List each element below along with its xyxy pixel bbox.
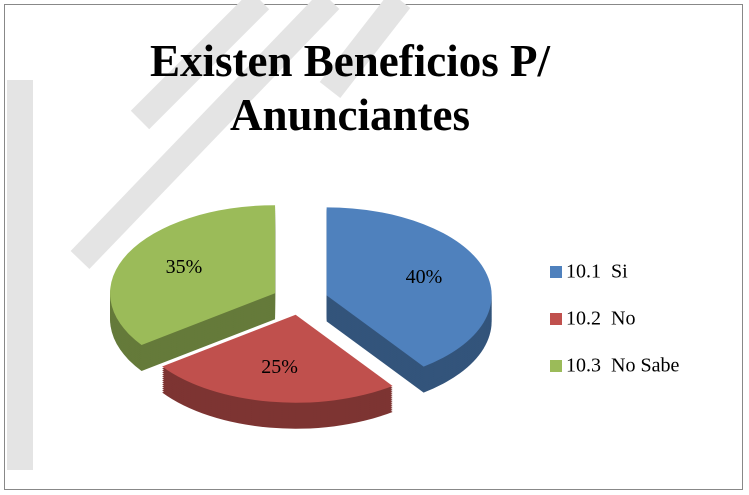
legend-label: 10.1 Si <box>566 261 628 283</box>
slice <box>162 314 393 403</box>
slice <box>326 207 492 367</box>
legend-label: 10.2 No <box>566 308 635 330</box>
watermark <box>7 0 411 470</box>
data-label: 40% <box>406 266 443 288</box>
slice <box>110 205 276 345</box>
chart-frame <box>4 4 743 490</box>
data-label: 25% <box>261 356 298 378</box>
chart-title: Existen Beneficios P/ Anunciantes <box>150 36 550 140</box>
legend-swatch <box>550 313 562 325</box>
legend-swatch <box>550 360 562 372</box>
data-label: 35% <box>166 256 203 278</box>
legend-swatch <box>550 266 562 278</box>
legend-label: 10.3 No Sabe <box>566 355 679 377</box>
